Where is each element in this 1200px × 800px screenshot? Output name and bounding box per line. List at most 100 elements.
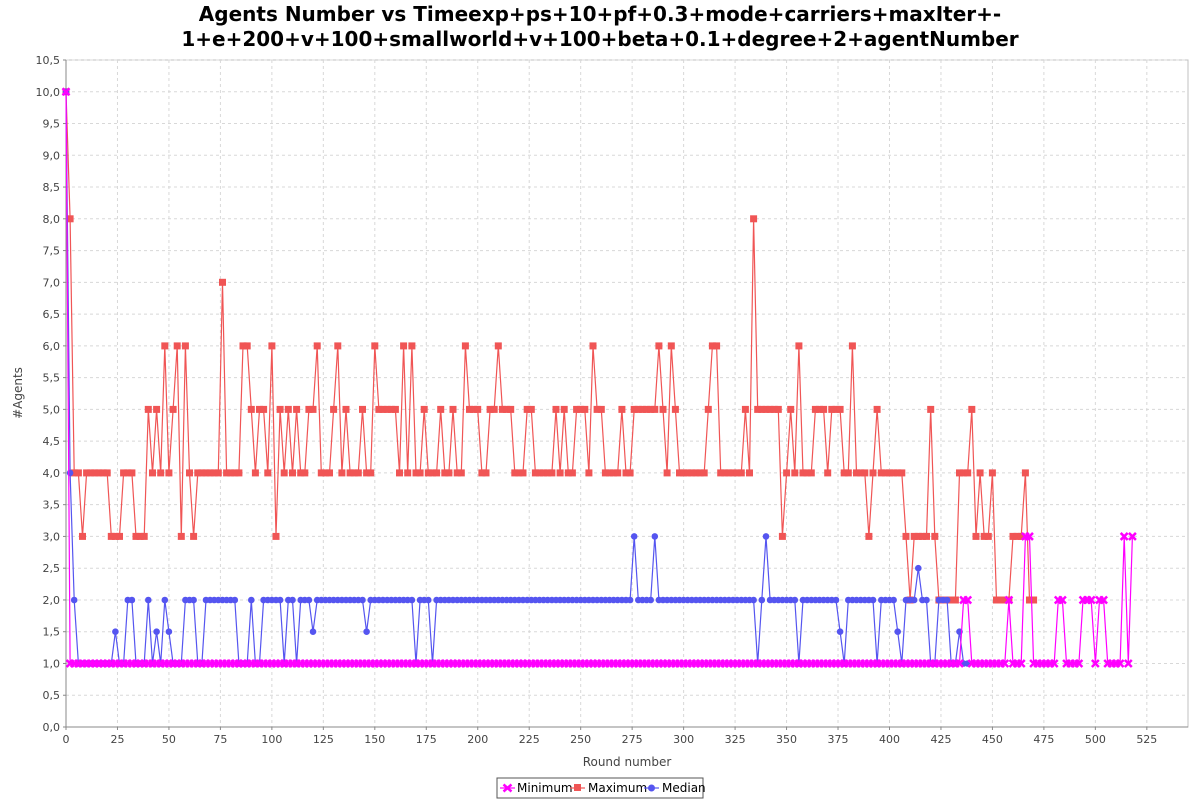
- data-point-maximum: [663, 469, 671, 477]
- data-point-maximum: [832, 405, 840, 413]
- data-point-median: [791, 596, 799, 604]
- data-point-maximum: [441, 469, 449, 477]
- data-point-maximum: [83, 469, 91, 477]
- data-point-median: [248, 596, 255, 604]
- data-point-maximum: [74, 469, 82, 477]
- data-point-maximum: [844, 469, 852, 477]
- data-point-maximum: [260, 405, 268, 413]
- data-point-median: [869, 596, 877, 604]
- data-point-maximum: [186, 469, 193, 477]
- data-point-minimum: [1058, 595, 1067, 605]
- data-point-maximum: [659, 405, 667, 413]
- y-tick-label: 8,5: [43, 181, 61, 194]
- data-point-minimum: [1099, 595, 1108, 605]
- data-point-maximum: [877, 469, 885, 477]
- data-point-maximum: [536, 469, 543, 477]
- data-point-median: [836, 628, 844, 635]
- data-point-median: [359, 596, 366, 604]
- data-point-maximum: [820, 405, 828, 413]
- data-point-maximum: [956, 469, 963, 477]
- data-point-maximum: [132, 532, 140, 540]
- data-point-maximum: [387, 405, 395, 413]
- data-point-maximum: [783, 469, 791, 477]
- data-point-maximum: [391, 405, 399, 413]
- data-point-maximum: [305, 405, 313, 413]
- data-point-maximum: [630, 405, 638, 413]
- data-point-maximum: [494, 342, 502, 350]
- data-point-maximum: [857, 469, 865, 477]
- data-point-maximum: [482, 469, 490, 477]
- data-point-maximum: [169, 405, 177, 413]
- data-point-maximum: [927, 405, 935, 413]
- data-point-maximum: [124, 469, 132, 477]
- data-point-minimum: [1000, 659, 1010, 668]
- x-tick-label: 300: [673, 733, 694, 746]
- data-point-maximum: [869, 469, 877, 477]
- data-point-maximum: [375, 405, 383, 413]
- data-point-minimum: [955, 659, 964, 668]
- x-tick-label: 400: [879, 733, 900, 746]
- data-point-maximum: [321, 469, 329, 477]
- x-tick-label: 500: [1085, 733, 1106, 746]
- data-point-maximum: [519, 469, 527, 477]
- data-point-maximum: [676, 469, 683, 477]
- data-point-maximum: [235, 469, 243, 477]
- data-point-maximum: [210, 469, 218, 477]
- data-point-maximum: [923, 532, 930, 540]
- data-point-maximum: [111, 532, 119, 540]
- data-point-maximum: [359, 405, 366, 413]
- data-point-maximum: [445, 469, 453, 477]
- data-point-median: [626, 596, 634, 604]
- legend-marker-median: [648, 784, 655, 792]
- data-point-maximum: [655, 342, 663, 350]
- data-point-maximum: [762, 405, 770, 413]
- y-axis-label: #Agents: [11, 367, 25, 419]
- data-point-maximum: [700, 469, 708, 477]
- legend-item-minimum: Minimum: [500, 781, 573, 795]
- legend-item-maximum: Maximum: [570, 781, 647, 795]
- data-point-maximum: [317, 469, 325, 477]
- data-point-minimum: [1115, 659, 1125, 668]
- x-tick-label: 200: [467, 733, 488, 746]
- data-point-maximum: [708, 342, 716, 350]
- data-point-maximum: [313, 342, 321, 350]
- y-tick-label: 2,0: [43, 594, 61, 607]
- y-tick-label: 3,5: [43, 499, 61, 512]
- data-point-median: [750, 596, 757, 604]
- data-point-maximum: [531, 469, 539, 477]
- x-tick-label: 125: [313, 733, 334, 746]
- y-tick-label: 5,5: [43, 372, 61, 385]
- plot-area: [65, 59, 1189, 728]
- data-point-maximum: [379, 405, 387, 413]
- data-point-maximum: [733, 469, 741, 477]
- data-point-median: [762, 533, 770, 540]
- data-point-median: [910, 596, 918, 604]
- data-point-median: [309, 628, 317, 635]
- data-point-maximum: [886, 469, 893, 477]
- data-point-minimum: [1025, 532, 1034, 541]
- data-point-maximum: [293, 405, 301, 413]
- data-point-maximum: [1026, 596, 1033, 604]
- data-point-maximum: [704, 405, 712, 413]
- data-point-maximum: [1017, 532, 1025, 540]
- data-point-maximum: [918, 532, 926, 540]
- data-point-median: [363, 628, 370, 635]
- data-point-maximum: [713, 342, 721, 350]
- data-point-maximum: [799, 469, 807, 477]
- data-point-maximum: [811, 405, 819, 413]
- data-point-median: [128, 596, 136, 604]
- data-point-median: [890, 596, 897, 604]
- data-point-maximum: [890, 469, 898, 477]
- data-point-maximum: [87, 469, 95, 477]
- data-point-minimum: [1128, 532, 1137, 541]
- data-point-maximum: [334, 342, 342, 350]
- data-point-maximum: [643, 405, 651, 413]
- data-point-maximum: [515, 469, 523, 477]
- data-point-maximum: [836, 405, 844, 413]
- data-point-maximum: [984, 532, 992, 540]
- data-point-median: [289, 596, 296, 604]
- data-point-maximum: [614, 469, 622, 477]
- data-point-maximum: [219, 278, 226, 286]
- data-point-maximum: [433, 469, 441, 477]
